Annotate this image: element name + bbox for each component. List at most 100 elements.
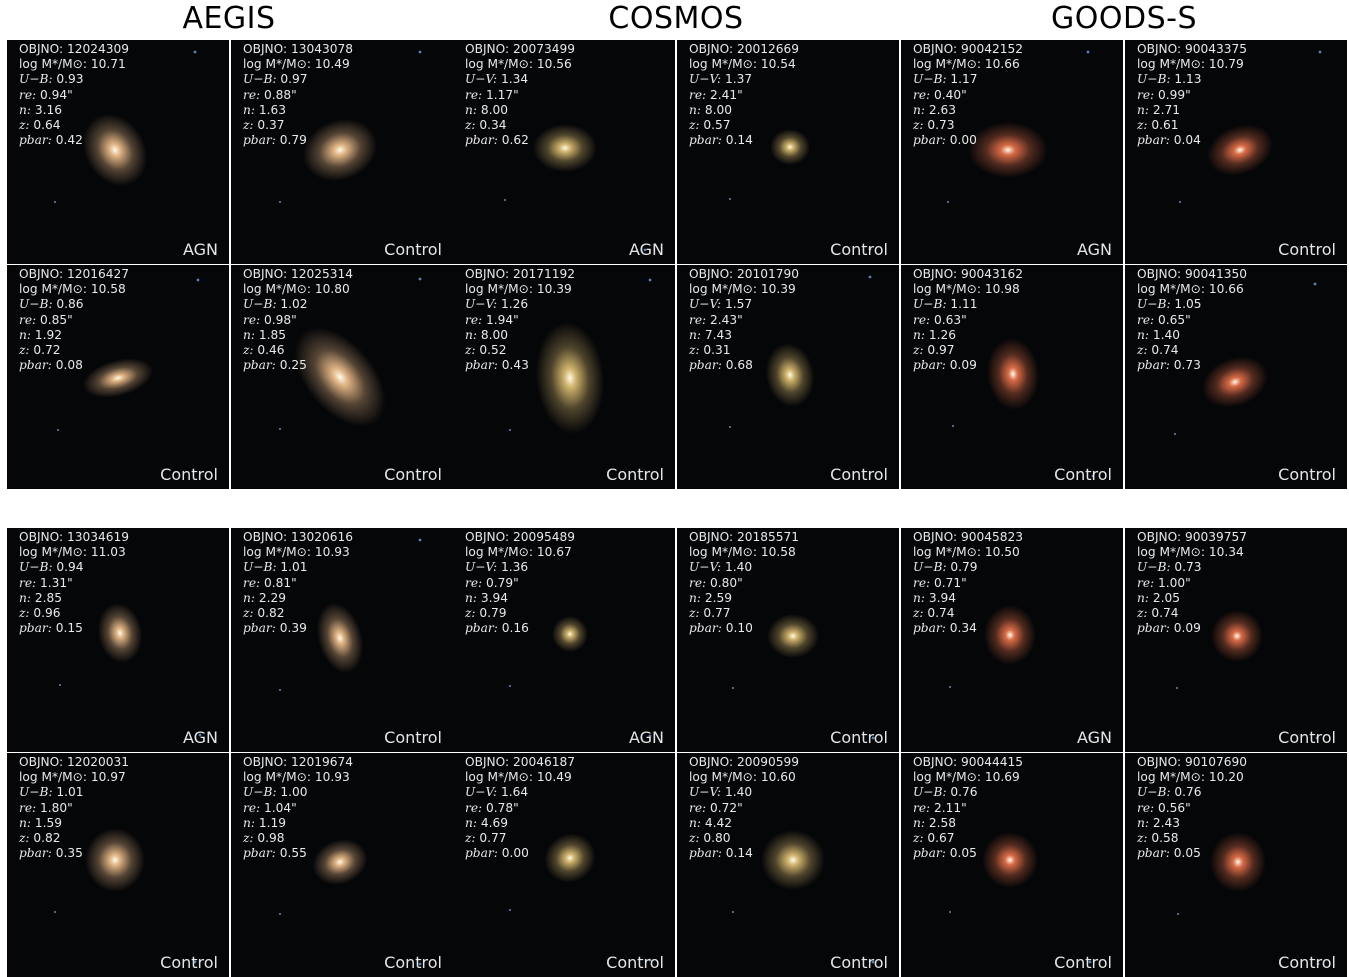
- re-value: 1.80": [40, 800, 73, 815]
- z-line: z: 0.82: [243, 606, 353, 621]
- re-value: 1.04": [264, 800, 297, 815]
- z-value: 0.80: [703, 831, 731, 846]
- mass-value: 10.79: [1208, 57, 1244, 72]
- pbar-label: pbar:: [19, 621, 52, 636]
- mass-value: 10.93: [314, 770, 350, 785]
- n-line: n: 8.00: [689, 103, 799, 118]
- n-line: n: 1.85: [243, 328, 353, 343]
- galaxy-image: [279, 839, 422, 966]
- n-label: n:: [1137, 102, 1149, 117]
- color-label: U−V:: [689, 297, 722, 312]
- color-label: U−V:: [689, 72, 722, 87]
- galaxy-info: OBJNO: 12020031 log M*/M⊙: 10.97 U−B: 1.01…: [19, 755, 129, 861]
- panel-tag: Control: [830, 240, 888, 259]
- mass-value: 10.98: [984, 282, 1020, 297]
- color-value: 0.97: [280, 72, 308, 87]
- pbar-value: 0.62: [501, 133, 529, 148]
- pbar-value: 0.73: [1173, 358, 1201, 373]
- pbar-line: pbar: 0.08: [19, 358, 129, 373]
- re-line: re: 0.98": [243, 313, 353, 328]
- z-line: z: 0.31: [689, 343, 799, 358]
- galaxy-image: [54, 50, 197, 203]
- panel-tag: Control: [384, 728, 442, 747]
- objno-value: 90107690: [1185, 755, 1248, 769]
- n-label: n:: [689, 327, 701, 342]
- re-value: 2.41": [710, 87, 743, 102]
- re-line: re: 2.11": [913, 801, 1023, 816]
- galaxy-image: [279, 277, 422, 430]
- n-value: 8.00: [704, 102, 732, 117]
- objno-value: 20095489: [513, 530, 576, 544]
- pbar-value: 0.04: [1173, 133, 1201, 148]
- pbar-label: pbar:: [913, 846, 946, 861]
- mass-value: 10.39: [760, 282, 796, 297]
- re-line: re: 0.78": [465, 801, 575, 816]
- pbar-label: pbar:: [1137, 133, 1170, 148]
- color-label: U−B:: [19, 785, 53, 800]
- mass-line: log M*/M⊙: 10.79: [1137, 57, 1247, 72]
- objno-label: OBJNO:: [913, 755, 958, 769]
- objno-label: OBJNO:: [913, 530, 958, 544]
- galaxy-panel: OBJNO: 20095489 log M*/M⊙: 10.67 U−V: 1.36…: [453, 528, 675, 752]
- pbar-value: 0.16: [501, 621, 529, 636]
- galaxy-panel: OBJNO: 13020616 log M*/M⊙: 10.93 U−B: 1.01…: [231, 528, 453, 752]
- mass-value: 10.97: [90, 770, 126, 785]
- pbar-label: pbar:: [689, 846, 722, 861]
- panel-tag: Control: [160, 465, 218, 484]
- objno-label: OBJNO:: [465, 267, 510, 281]
- pbar-line: pbar: 0.34: [913, 621, 1023, 636]
- color-line: U−B: 1.11: [913, 297, 1023, 312]
- re-line: re: 2.41": [689, 88, 799, 103]
- n-label: n:: [465, 102, 477, 117]
- mass-label: log M*/M⊙:: [19, 770, 88, 785]
- re-line: re: 0.94": [19, 88, 129, 103]
- mass-label: log M*/M⊙:: [913, 770, 982, 785]
- galaxy-image: [279, 50, 422, 203]
- color-line: U−B: 0.79: [913, 560, 1023, 575]
- mass-value: 10.60: [760, 770, 796, 785]
- re-label: re:: [243, 87, 261, 102]
- n-value: 1.63: [258, 102, 286, 117]
- re-value: 1.94": [486, 312, 519, 327]
- pbar-value: 0.55: [279, 846, 307, 861]
- objno-line: OBJNO: 20095489: [465, 530, 575, 545]
- n-line: n: 2.63: [913, 103, 1023, 118]
- re-label: re:: [913, 312, 931, 327]
- re-value: 0.99": [1158, 87, 1191, 102]
- n-label: n:: [913, 327, 925, 342]
- z-label: z:: [1137, 831, 1148, 846]
- mass-line: log M*/M⊙: 10.39: [689, 282, 799, 297]
- objno-value: 20171192: [513, 267, 576, 281]
- pbar-label: pbar:: [465, 621, 498, 636]
- color-value: 0.94: [56, 560, 84, 575]
- objno-line: OBJNO: 20090599: [689, 755, 799, 770]
- objno-label: OBJNO:: [243, 267, 288, 281]
- pbar-label: pbar:: [1137, 358, 1170, 373]
- mass-line: log M*/M⊙: 10.93: [243, 545, 353, 560]
- panel-tag: AGN: [182, 240, 218, 259]
- n-value: 1.92: [34, 327, 62, 342]
- color-line: U−B: 0.93: [19, 72, 129, 87]
- pbar-line: pbar: 0.55: [243, 846, 353, 861]
- objno-line: OBJNO: 13034619: [19, 530, 129, 545]
- z-label: z:: [689, 831, 700, 846]
- pbar-line: pbar: 0.05: [1137, 846, 1247, 861]
- pbar-value: 0.00: [501, 846, 529, 861]
- n-label: n:: [465, 815, 477, 830]
- color-value: 1.40: [725, 785, 753, 800]
- mass-label: log M*/M⊙:: [465, 770, 534, 785]
- pbar-label: pbar:: [913, 358, 946, 373]
- mass-line: log M*/M⊙: 11.03: [19, 545, 129, 560]
- galaxy-image: [732, 830, 875, 964]
- panel-tag: Control: [1278, 240, 1336, 259]
- galaxy-image: [1174, 282, 1317, 435]
- objno-line: OBJNO: 90042152: [913, 42, 1023, 57]
- z-value: 0.97: [927, 343, 955, 358]
- objno-label: OBJNO:: [913, 42, 958, 56]
- galaxy-image: [509, 833, 652, 962]
- pbar-value: 0.05: [1173, 846, 1201, 861]
- survey-title-goods-s: GOODS-S: [1051, 1, 1197, 36]
- objno-label: OBJNO:: [19, 267, 64, 281]
- galaxy-image: [279, 538, 422, 691]
- objno-value: 90042152: [961, 42, 1024, 56]
